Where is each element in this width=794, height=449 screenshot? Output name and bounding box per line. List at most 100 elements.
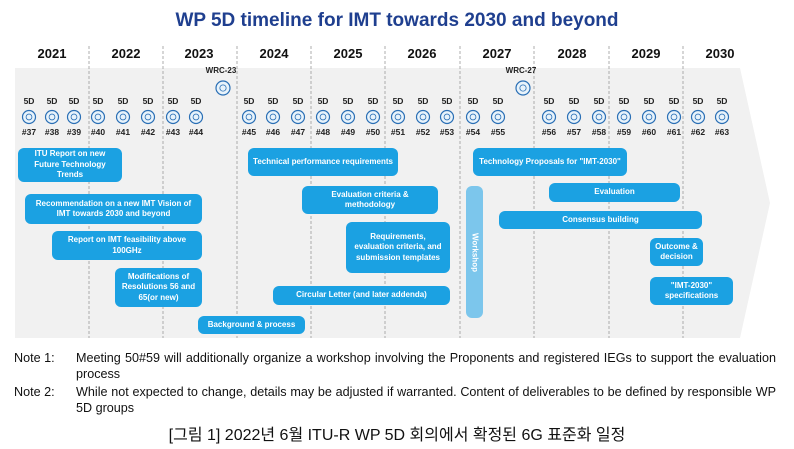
itu-logo [666, 109, 682, 125]
meeting-group: 5D [317, 96, 329, 106]
itu-logo-inner [718, 113, 726, 121]
itu-logo-inner [219, 84, 227, 92]
itu-logo [140, 109, 156, 125]
meeting-number: #47 [290, 127, 306, 137]
meeting-number: #58 [591, 127, 607, 137]
meeting-group: 5D [267, 96, 279, 106]
meeting-group: 5D [593, 96, 605, 106]
meeting-number: #51 [390, 127, 406, 137]
activity-box: Background & process [198, 316, 305, 334]
meeting-number: #61 [666, 127, 682, 137]
itu-logo-inner [670, 113, 678, 121]
meeting-number: #55 [490, 127, 506, 137]
activity-box: Circular Letter (and later addenda) [273, 286, 450, 305]
itu-logo-inner [192, 113, 200, 121]
itu-logo [115, 109, 131, 125]
meeting-number: #59 [616, 127, 632, 137]
meeting-number: #63 [714, 127, 730, 137]
itu-logo-inner [94, 113, 102, 121]
meeting-number: #48 [315, 127, 331, 137]
itu-logo-inner [119, 113, 127, 121]
meeting-group: 5D [692, 96, 704, 106]
itu-logo [290, 109, 306, 125]
activity-box: Outcome & decision [650, 238, 703, 266]
itu-logo [21, 109, 37, 125]
meeting-number: #52 [415, 127, 431, 137]
note-text: While not expected to change, details ma… [76, 385, 776, 415]
itu-logo [66, 109, 82, 125]
itu-logo-inner [48, 113, 56, 121]
itu-logo [188, 109, 204, 125]
itu-logo [591, 109, 607, 125]
itu-logo [465, 109, 481, 125]
meeting-number: #50 [365, 127, 381, 137]
itu-logo [541, 109, 557, 125]
itu-logo-inner [620, 113, 628, 121]
itu-logo [315, 109, 331, 125]
itu-logo [90, 109, 106, 125]
activity-box: Evaluation criteria & methodology [302, 186, 438, 214]
itu-logo [415, 109, 431, 125]
meeting-group: 5D [417, 96, 429, 106]
meeting-group: 5D [23, 96, 35, 106]
itu-logo-inner [469, 113, 477, 121]
activity-box: Technology Proposals for "IMT-2030" [473, 148, 627, 176]
activity-box: Recommendation on a new IMT Vision of IM… [25, 194, 202, 224]
itu-logo-inner [443, 113, 451, 121]
meeting-number: #56 [541, 127, 557, 137]
meeting-group: 5D [643, 96, 655, 106]
meeting-group: 5D [46, 96, 58, 106]
activity-box: Report on IMT feasibility above 100GHz [52, 231, 202, 260]
year-label: 2030 [705, 46, 735, 61]
activity-box: Consensus building [499, 211, 702, 229]
meeting-group: 5D [392, 96, 404, 106]
itu-logo [566, 109, 582, 125]
title: WP 5D timeline for IMT towards 2030 and … [175, 10, 619, 31]
note-label: Note 2: [14, 385, 55, 399]
meeting-number: #43 [165, 127, 181, 137]
meeting-group: 5D [68, 96, 80, 106]
itu-logo-inner [419, 113, 427, 121]
itu-logo-inner [494, 113, 502, 121]
activity-box: Requirements, evaluation criteria, and s… [346, 222, 450, 273]
year-label: 2025 [333, 46, 363, 61]
note-label: Note 1: [14, 351, 55, 365]
itu-logo [616, 109, 632, 125]
itu-logo-inner [545, 113, 553, 121]
meeting-group: 5D [167, 96, 179, 106]
meeting-number: #53 [439, 127, 455, 137]
itu-logo [165, 109, 181, 125]
activity-box: Modifications of Resolutions 56 and 65(o… [115, 268, 202, 307]
itu-logo-inner [144, 113, 152, 121]
itu-logo [714, 109, 730, 125]
meeting-number: #42 [140, 127, 156, 137]
meeting-group: 5D [190, 96, 202, 106]
wrc-label: WRC-27 [505, 66, 537, 75]
meeting-group: 5D [668, 96, 680, 106]
activity-box: Evaluation [549, 183, 680, 202]
caption: [그림 1] 2022년 6월 ITU-R WP 5D 회의에서 확정된 6G … [168, 427, 626, 444]
meeting-group: 5D [568, 96, 580, 106]
year-label: 2029 [631, 46, 661, 61]
year-label: 2026 [407, 46, 437, 61]
meeting-number: #46 [265, 127, 281, 137]
year-label: 2023 [184, 46, 214, 61]
note-text: Meeting 50#59 will additionally organize… [76, 351, 776, 381]
itu-logo [340, 109, 356, 125]
itu-logo [641, 109, 657, 125]
itu-logo [690, 109, 706, 125]
meeting-number: #57 [566, 127, 582, 137]
itu-logo [439, 109, 455, 125]
activity-box: "IMT-2030" specifications [650, 277, 733, 305]
itu-logo-inner [269, 113, 277, 121]
itu-logo [490, 109, 506, 125]
meeting-number: #45 [241, 127, 257, 137]
meeting-group: 5D [618, 96, 630, 106]
meeting-number: #37 [21, 127, 37, 137]
meeting-number: #39 [66, 127, 82, 137]
meeting-group: 5D [117, 96, 129, 106]
meeting-number: #49 [340, 127, 356, 137]
note: Note 2: While not expected to change, det… [14, 384, 776, 416]
itu-logo-inner [169, 113, 177, 121]
